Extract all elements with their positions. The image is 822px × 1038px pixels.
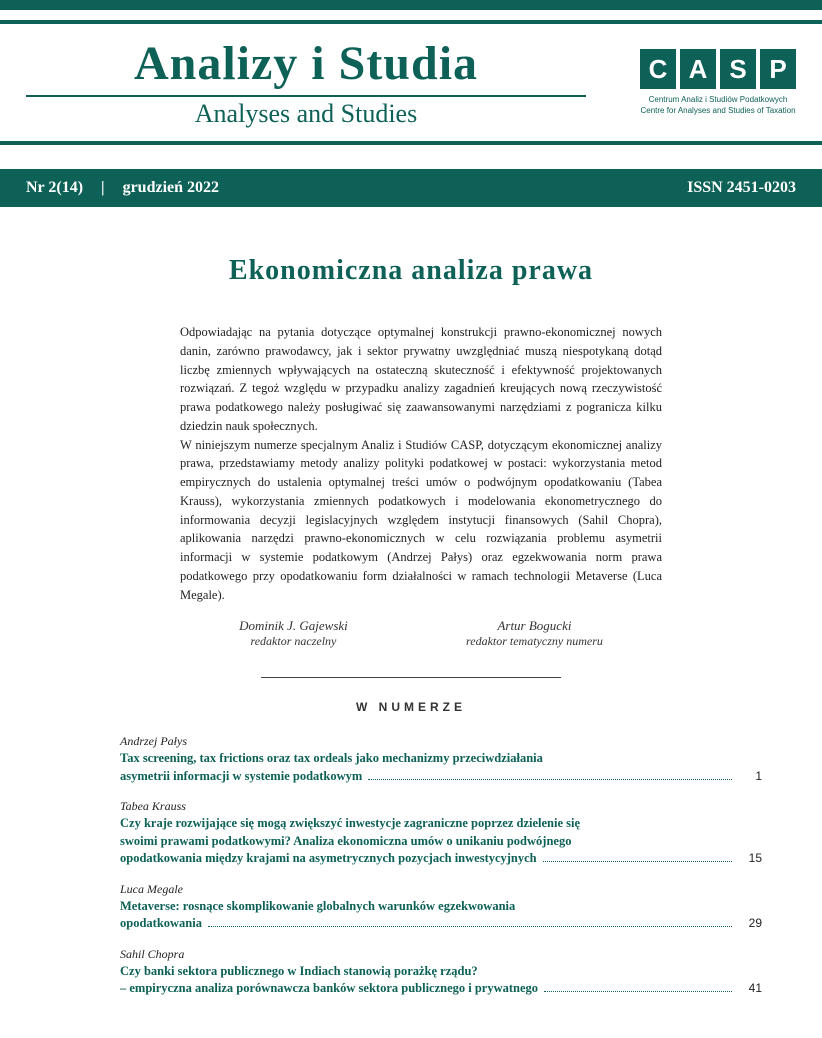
- editor-thematic: Artur Bogucki redaktor tematyczny numeru: [466, 618, 603, 649]
- toc-title-line: swoimi prawami podatkowymi? Analiza ekon…: [120, 833, 762, 851]
- white-gap: [0, 10, 822, 20]
- logo-letter-s: S: [720, 49, 756, 89]
- logo-boxes: C A S P: [640, 49, 796, 89]
- toc-dots: [368, 779, 732, 780]
- logo-letter-p: P: [760, 49, 796, 89]
- masthead: Analizy i Studia Analyses and Studies C …: [0, 20, 822, 145]
- toc-dots: [543, 861, 732, 862]
- logo-caption-line2: Centre for Analyses and Studies of Taxat…: [640, 106, 796, 116]
- editor-chief: Dominik J. Gajewski redaktor naczelny: [239, 618, 348, 649]
- toc: Andrzej PałysTax screening, tax friction…: [0, 734, 822, 998]
- toc-entry: Sahil ChopraCzy banki sektora publiczneg…: [120, 947, 762, 998]
- toc-title-text: – empiryczna analiza porównawcza banków …: [120, 980, 538, 998]
- issue-info-left: Nr 2(14) | grudzień 2022: [26, 179, 219, 197]
- toc-author: Luca Megale: [120, 882, 762, 897]
- toc-entry: Andrzej PałysTax screening, tax friction…: [120, 734, 762, 785]
- toc-title-last-line: asymetrii informacji w systemie podatkow…: [120, 768, 762, 786]
- editor-thematic-role: redaktor tematyczny numeru: [466, 634, 603, 649]
- toc-title-last-line: – empiryczna analiza porównawcza banków …: [120, 980, 762, 998]
- toc-title-text: opodatkowania: [120, 915, 202, 933]
- logo-letter-a: A: [680, 49, 716, 89]
- toc-page-number: 15: [738, 851, 762, 865]
- editorial-paragraph-2: W niniejszym numerze specjalnym Analiz i…: [180, 436, 662, 605]
- toc-entry: Tabea KraussCzy kraje rozwijające się mo…: [120, 799, 762, 868]
- editor-thematic-name: Artur Bogucki: [466, 618, 603, 634]
- toc-author: Andrzej Pałys: [120, 734, 762, 749]
- toc-title-line: Metaverse: rosnące skomplikowanie global…: [120, 898, 762, 916]
- editorial-paragraph-1: Odpowiadając na pytania dotyczące optyma…: [180, 323, 662, 436]
- issue-bar: Nr 2(14) | grudzień 2022 ISSN 2451-0203: [0, 169, 822, 207]
- toc-page-number: 29: [738, 916, 762, 930]
- toc-divider: [261, 677, 561, 678]
- header: Analizy i Studia Analyses and Studies C …: [0, 0, 822, 145]
- toc-title-line: Czy kraje rozwijające się mogą zwiększyć…: [120, 815, 762, 833]
- toc-title-line: Czy banki sektora publicznego w Indiach …: [120, 963, 762, 981]
- issue-divider: |: [101, 179, 105, 197]
- toc-page-number: 41: [738, 981, 762, 995]
- issue-date: grudzień 2022: [123, 179, 219, 197]
- toc-header: W NUMERZE: [0, 700, 822, 714]
- editor-chief-name: Dominik J. Gajewski: [239, 618, 348, 634]
- toc-title-last-line: opodatkowania między krajami na asymetry…: [120, 850, 762, 868]
- logo-letter-c: C: [640, 49, 676, 89]
- masthead-titles: Analizy i Studia Analyses and Studies: [26, 36, 586, 129]
- editor-chief-role: redaktor naczelny: [239, 634, 348, 649]
- toc-title-line: Tax screening, tax frictions oraz tax or…: [120, 750, 762, 768]
- toc-author: Sahil Chopra: [120, 947, 762, 962]
- toc-title-text: asymetrii informacji w systemie podatkow…: [120, 768, 362, 786]
- editorial-body: Odpowiadając na pytania dotyczące optyma…: [0, 323, 822, 604]
- journal-title: Analizy i Studia: [26, 36, 586, 97]
- logo-caption: Centrum Analiz i Studiów Podatkowych Cen…: [640, 95, 796, 116]
- toc-page-number: 1: [738, 769, 762, 783]
- article-title: Ekonomiczna analiza prawa: [0, 255, 822, 287]
- toc-title-text: opodatkowania między krajami na asymetry…: [120, 850, 537, 868]
- editors-block: Dominik J. Gajewski redaktor naczelny Ar…: [0, 604, 822, 649]
- toc-title-last-line: opodatkowania 29: [120, 915, 762, 933]
- logo-block: C A S P Centrum Analiz i Studiów Podatko…: [622, 49, 796, 116]
- toc-entry: Luca MegaleMetaverse: rosnące skomplikow…: [120, 882, 762, 933]
- issue-number: Nr 2(14): [26, 179, 83, 197]
- logo-caption-line1: Centrum Analiz i Studiów Podatkowych: [640, 95, 796, 105]
- journal-subtitle: Analyses and Studies: [26, 99, 586, 129]
- toc-author: Tabea Krauss: [120, 799, 762, 814]
- top-accent-bar: [0, 0, 822, 10]
- toc-dots: [544, 991, 732, 992]
- toc-dots: [208, 926, 732, 927]
- issn: ISSN 2451-0203: [687, 179, 796, 197]
